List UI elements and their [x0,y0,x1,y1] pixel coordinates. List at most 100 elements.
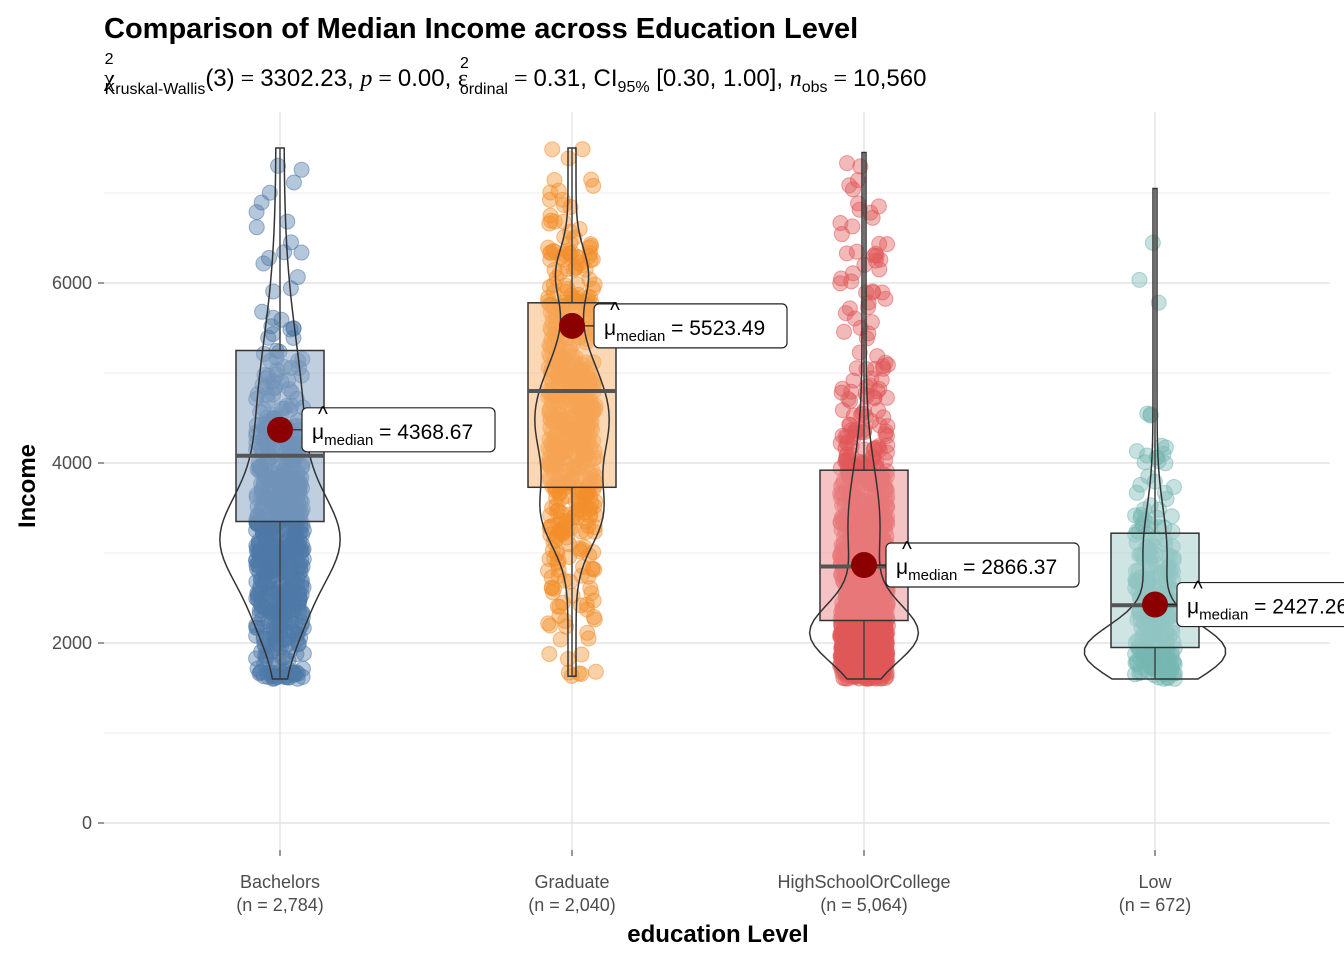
data-point [1165,478,1182,495]
y-tick-label: 2000 [52,633,92,653]
data-point [554,191,571,208]
data-point [1132,650,1149,667]
data-point [273,544,290,561]
y-tick-label: 6000 [52,273,92,293]
data-point [585,592,602,609]
data-point [1136,454,1153,471]
data-point [541,645,558,662]
median-point [559,312,585,339]
data-point [867,360,884,377]
median-point [851,552,877,579]
data-point [260,585,277,602]
data-point [836,323,853,340]
data-point [1145,659,1162,676]
data-point [546,171,563,188]
data-point [839,155,856,172]
data-point [585,609,602,626]
data-point [289,625,306,642]
data-point [574,141,591,158]
data-point [550,502,567,519]
median-label: μmedian = 4368.67 [312,421,473,449]
y-tick-label: 0 [82,813,92,833]
x-tick-label: Graduate [534,872,609,892]
groups: ^μmedian = 4368.67^μmedian = 5523.49^μme… [219,141,1344,687]
x-axis: Bachelors (n = 2,784) Graduate (n = 2,040) H… [236,850,1191,915]
data-point [259,600,276,617]
x-tick-count: (n = 672) [1119,895,1192,915]
data-point [1140,468,1157,485]
data-point [581,508,598,525]
data-point [849,172,866,189]
data-point [294,668,311,685]
data-point [253,194,270,211]
data-point [1142,407,1159,424]
data-point [550,485,567,502]
data-point [840,391,857,408]
x-tick-label: Low [1138,872,1172,892]
data-point [285,174,302,191]
data-point [251,580,268,597]
data-point [873,656,890,673]
data-point [838,245,855,262]
data-point [541,191,558,208]
data-point [289,534,306,551]
x-tick-count: (n = 2,040) [528,895,616,915]
data-point [269,618,286,635]
data-point [874,632,891,649]
data-point [293,161,310,178]
data-point [577,488,594,505]
data-point [265,560,282,577]
data-point [257,574,274,591]
median-label-hat: ^ [318,403,328,426]
data-point [249,555,266,572]
x-tick-count: (n = 2,784) [236,895,324,915]
data-point [562,234,579,251]
data-point [844,265,861,282]
data-point [874,284,891,301]
data-point [248,537,265,554]
violin-outline [219,147,341,680]
data-point [248,219,265,236]
data-point [540,615,557,632]
data-point [557,612,574,629]
median-point [267,416,293,443]
data-point [860,299,877,316]
data-point [583,171,600,188]
data-point [863,645,880,662]
data-point [285,329,302,346]
data-point [561,244,578,261]
data-point [580,630,597,647]
x-tick-label: Bachelors [240,872,320,892]
data-point [837,305,854,322]
x-tick-count: (n = 5,064) [820,895,908,915]
data-point [864,209,881,226]
data-point [1157,439,1174,456]
data-point [579,624,596,641]
data-point [545,580,562,597]
y-tick-label: 4000 [52,453,92,473]
data-point [1157,455,1174,472]
data-point [279,213,296,230]
data-point [293,604,310,621]
data-point [260,250,277,267]
data-point [567,504,584,521]
x-axis-title: education Level [627,921,808,948]
data-point [851,201,868,218]
data-point [265,283,282,300]
data-point [580,568,597,585]
data-point [586,276,603,293]
data-point [878,389,895,406]
data-point [1159,663,1176,680]
data-point [832,215,849,232]
data-point [1145,646,1162,663]
group-Graduate: ^μmedian = 5523.49 [527,141,788,684]
data-point [269,669,286,686]
data-point [544,141,561,158]
data-point [546,213,563,230]
data-point [560,664,577,681]
data-point [293,244,310,261]
data-point [1131,271,1148,288]
data-point [545,284,562,301]
data-point [1128,484,1145,501]
